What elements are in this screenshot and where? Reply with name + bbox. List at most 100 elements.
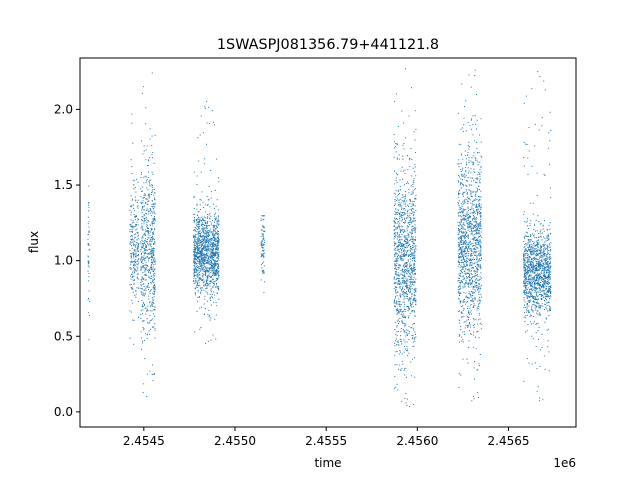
data-point bbox=[195, 286, 197, 288]
data-point bbox=[206, 241, 208, 243]
data-point bbox=[459, 275, 461, 276]
data-point bbox=[138, 250, 140, 252]
data-point bbox=[473, 221, 475, 223]
data-point bbox=[87, 299, 89, 301]
data-point bbox=[201, 191, 203, 193]
data-point bbox=[479, 216, 481, 218]
data-point bbox=[210, 170, 212, 171]
data-point bbox=[154, 283, 156, 285]
data-point bbox=[406, 287, 408, 289]
data-point bbox=[133, 244, 135, 246]
data-point bbox=[460, 237, 462, 239]
data-point bbox=[460, 144, 462, 146]
data-point bbox=[542, 283, 544, 285]
data-point bbox=[471, 208, 473, 210]
data-point bbox=[468, 247, 470, 249]
data-point bbox=[544, 253, 546, 255]
data-point bbox=[472, 124, 474, 126]
data-point bbox=[396, 218, 398, 220]
data-point bbox=[409, 274, 411, 276]
data-point bbox=[152, 318, 154, 320]
data-point bbox=[208, 232, 210, 234]
data-point bbox=[209, 244, 211, 246]
data-point bbox=[401, 280, 403, 282]
data-point bbox=[210, 339, 212, 341]
data-point bbox=[144, 232, 146, 234]
data-point bbox=[412, 220, 414, 222]
data-point bbox=[200, 246, 202, 247]
data-point bbox=[131, 206, 133, 208]
data-point bbox=[401, 214, 403, 216]
data-point bbox=[458, 289, 460, 291]
data-point bbox=[458, 166, 460, 168]
data-point bbox=[217, 263, 219, 264]
data-point bbox=[206, 285, 208, 287]
data-point bbox=[133, 264, 135, 266]
data-point bbox=[405, 263, 407, 264]
data-point bbox=[212, 273, 214, 275]
data-point bbox=[146, 187, 148, 189]
data-point bbox=[460, 162, 462, 164]
data-point bbox=[142, 383, 144, 385]
data-point bbox=[154, 243, 156, 245]
data-point bbox=[213, 228, 215, 230]
data-point bbox=[539, 76, 541, 77]
data-point bbox=[87, 265, 89, 267]
data-point bbox=[463, 301, 465, 303]
data-point bbox=[214, 274, 216, 276]
data-point bbox=[467, 200, 469, 202]
data-point bbox=[468, 146, 470, 148]
data-point bbox=[208, 310, 210, 311]
data-point bbox=[473, 254, 475, 256]
data-point bbox=[199, 261, 200, 263]
data-point bbox=[194, 258, 196, 260]
data-point bbox=[476, 232, 478, 234]
data-point bbox=[147, 234, 149, 236]
data-point bbox=[151, 305, 153, 307]
data-point bbox=[150, 249, 152, 251]
data-point bbox=[479, 182, 481, 184]
data-point bbox=[407, 155, 408, 157]
data-point bbox=[474, 378, 475, 380]
data-point bbox=[199, 250, 201, 252]
data-point bbox=[406, 228, 408, 230]
data-point bbox=[474, 69, 476, 71]
data-point bbox=[145, 180, 147, 182]
data-point bbox=[413, 131, 415, 133]
data-point bbox=[394, 243, 396, 244]
data-point bbox=[465, 253, 467, 255]
data-point bbox=[404, 246, 406, 248]
data-point bbox=[88, 298, 89, 299]
data-point bbox=[410, 304, 412, 306]
data-point bbox=[207, 262, 209, 264]
data-point bbox=[132, 227, 134, 229]
data-point bbox=[88, 276, 90, 278]
data-point bbox=[478, 241, 480, 243]
data-point bbox=[396, 295, 398, 297]
data-point bbox=[149, 333, 151, 335]
data-point bbox=[396, 262, 398, 264]
data-point bbox=[394, 217, 395, 219]
data-point bbox=[524, 279, 526, 281]
data-point bbox=[467, 154, 469, 156]
data-point bbox=[458, 260, 460, 262]
data-point bbox=[203, 262, 205, 264]
data-point bbox=[196, 252, 198, 254]
data-point bbox=[405, 245, 407, 247]
data-point bbox=[394, 282, 396, 284]
data-point bbox=[468, 310, 470, 312]
data-point bbox=[143, 266, 144, 268]
data-point bbox=[206, 279, 208, 281]
data-point bbox=[146, 218, 148, 220]
data-point bbox=[196, 286, 198, 288]
data-point bbox=[478, 152, 480, 154]
data-point bbox=[409, 240, 411, 242]
data-point bbox=[205, 254, 207, 255]
data-point bbox=[465, 296, 467, 298]
data-point bbox=[464, 218, 466, 220]
data-point bbox=[197, 238, 199, 240]
data-point bbox=[467, 286, 469, 288]
data-point bbox=[399, 351, 401, 353]
data-point bbox=[414, 267, 416, 269]
data-point bbox=[476, 232, 478, 233]
